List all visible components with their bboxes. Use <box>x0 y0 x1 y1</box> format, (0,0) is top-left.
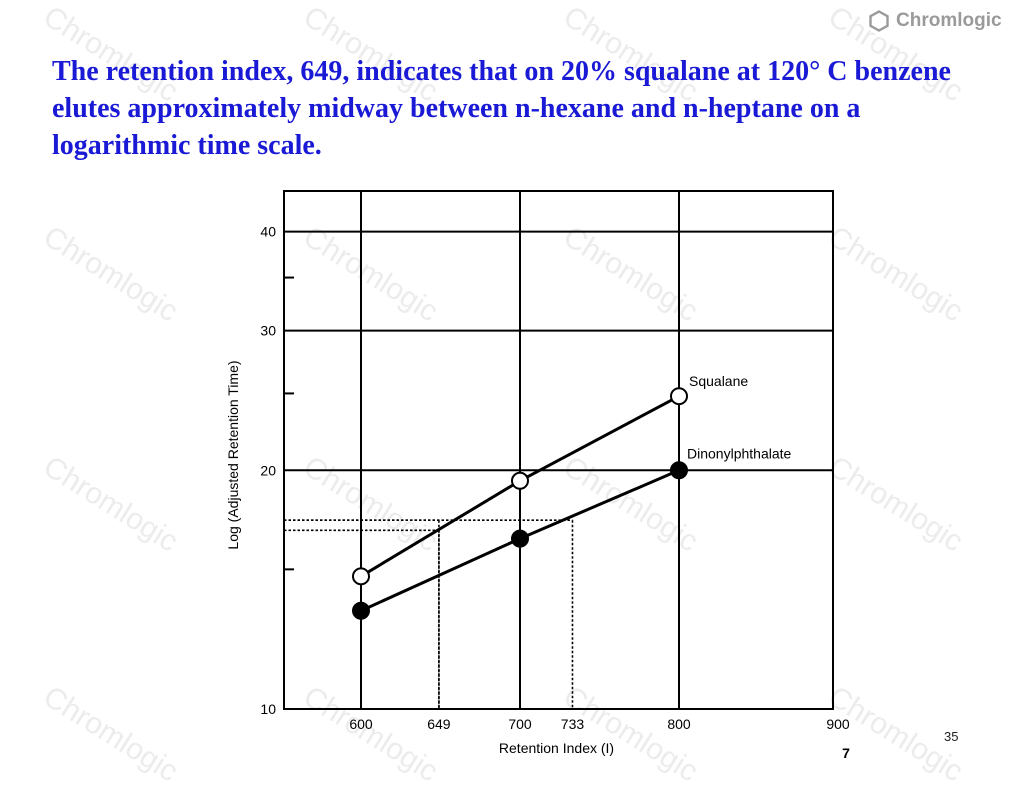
y-tick-label: 10 <box>260 701 276 717</box>
data-point-open <box>670 387 688 406</box>
x-tick-label: 800 <box>667 716 691 732</box>
x-tick-label: 733 <box>561 716 585 732</box>
plot-frame <box>283 190 834 710</box>
x-tick-label: 600 <box>349 716 373 732</box>
y-tick-label: 40 <box>260 224 276 240</box>
data-point-filled <box>511 529 529 548</box>
data-point-filled <box>670 461 688 480</box>
x-tick-label: 649 <box>427 716 451 732</box>
x-tick-label: 700 <box>508 716 532 732</box>
figure-number: 7 <box>842 745 850 761</box>
data-point-open <box>511 471 529 490</box>
data-point-open <box>352 567 370 586</box>
x-axis-label: Retention Index (I) <box>499 740 614 756</box>
series-label: Dinonylphthalate <box>687 445 792 461</box>
x-tick-label: 900 <box>826 716 850 732</box>
series-label: Squalane <box>689 373 748 389</box>
slide-title: The retention index, 649, indicates that… <box>52 56 951 161</box>
chromlogic-logo: Chromlogic <box>868 10 1002 32</box>
retention-index-chart: Squalane Dinonylphthalate 10 20 30 40 600 649 70… <box>225 190 850 761</box>
data-point-filled <box>352 601 370 620</box>
hexagon-logo-icon <box>869 10 889 32</box>
y-tick-label: 30 <box>260 323 276 339</box>
logo-text: Chromlogic <box>896 10 1002 31</box>
y-tick-label: 20 <box>260 462 276 478</box>
y-axis-label: Log (Adjusted Retention Time) <box>225 360 241 549</box>
page-number: 35 <box>944 729 959 744</box>
